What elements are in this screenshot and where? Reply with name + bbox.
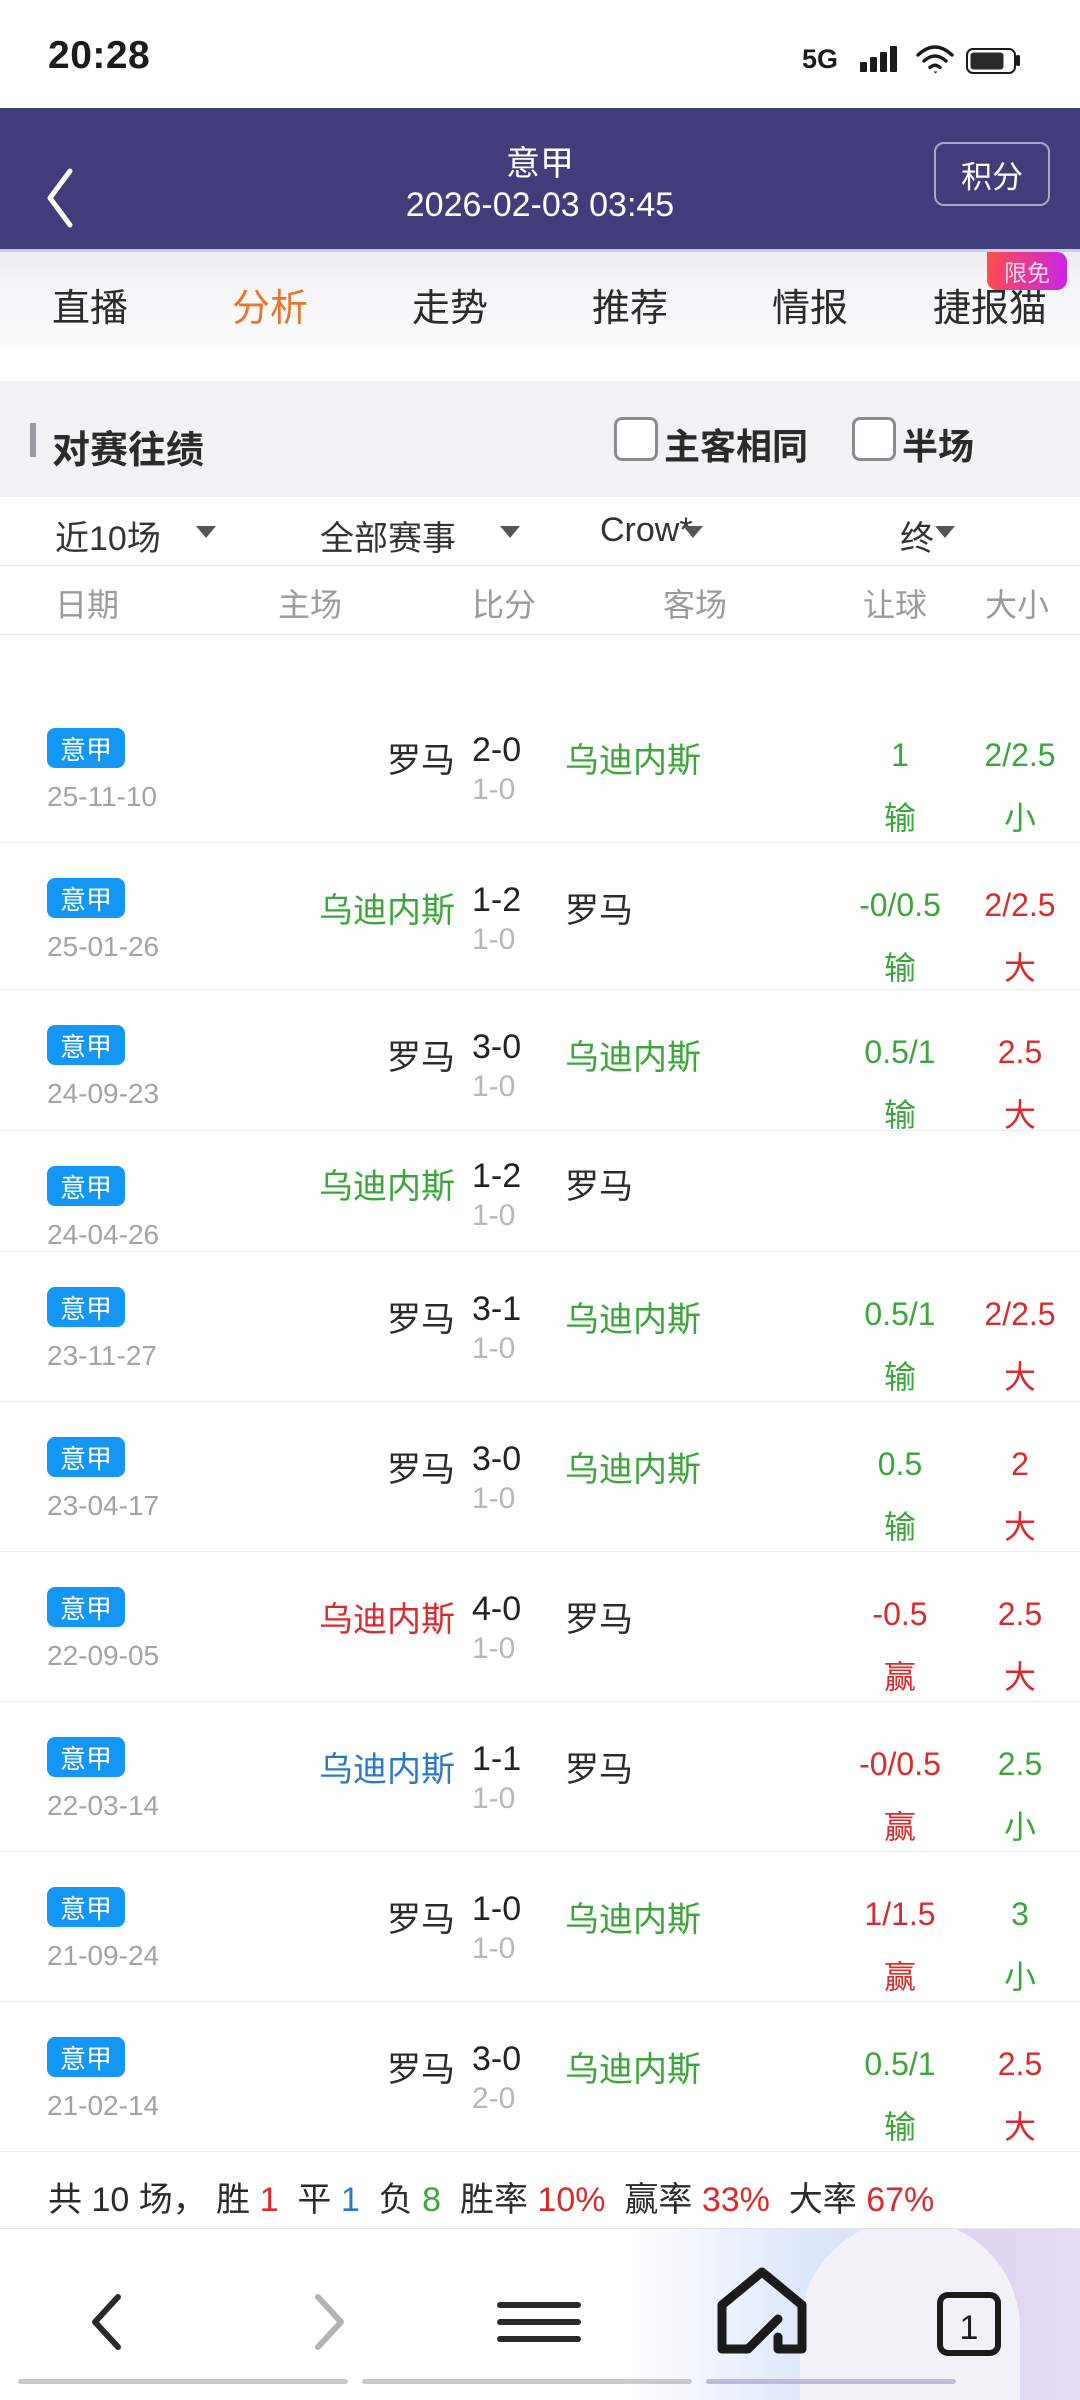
svg-text:5G: 5G xyxy=(802,44,838,74)
svg-text:1: 1 xyxy=(960,2309,979,2347)
